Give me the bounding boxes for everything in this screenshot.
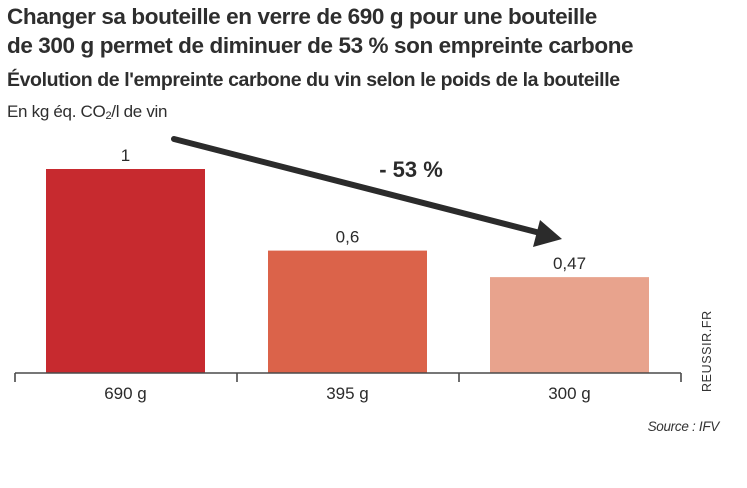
bar-value-label: 0,6 [336,228,360,247]
chart-subtitle: Évolution de l'empreinte carbone du vin … [7,69,620,91]
category-label: 690 g [104,384,147,403]
bar-value-label: 0,47 [553,254,586,273]
bar-395g [268,250,427,373]
bars [46,169,649,373]
x-axis-tick-labels: 690 g 395 g 300 g [104,384,591,403]
credit-label: REUSSIR.FR [700,310,714,392]
y-axis-unit-label: En kg éq. CO2/l de vin [7,102,168,122]
category-label: 300 g [548,384,591,403]
trend-arrow-icon [171,136,562,247]
x-axis [14,372,682,382]
bar-690g [46,169,205,373]
bar-value-label: 1 [121,146,130,165]
reduction-annotation: - 53 % [379,157,443,182]
chart-title-line-1: Changer sa bouteille en verre de 690 g p… [7,4,597,29]
bar-300g [490,277,649,373]
category-label: 395 g [326,384,369,403]
source-label: Source : IFV [647,419,720,434]
value-labels: 1 0,6 0,47 [121,146,586,273]
chart-title-line-2: de 300 g permet de diminuer de 53 % son … [7,33,634,58]
